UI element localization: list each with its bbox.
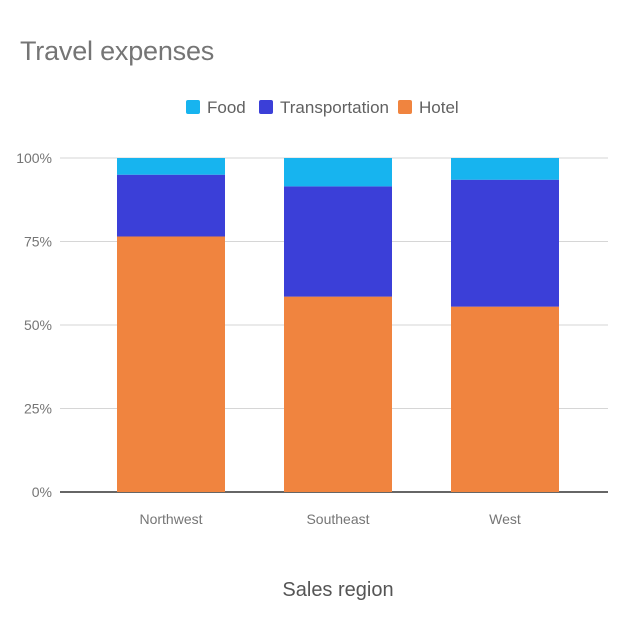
bar-food-northwest [117,158,225,175]
y-tick-label: 75% [24,234,52,250]
x-tick-label: Southeast [306,511,369,527]
bar-hotel-southeast [284,296,392,492]
bar-food-southeast [284,158,392,187]
legend-label-food: Food [207,98,246,117]
bar-transportation-northwest [117,174,225,237]
bar-food-west [451,158,559,180]
y-tick-label: 50% [24,317,52,333]
legend-swatch-hotel [398,100,412,114]
legend-label-hotel: Hotel [419,98,459,117]
y-tick-label: 25% [24,401,52,417]
x-tick-label: Northwest [139,511,202,527]
bar-hotel-west [451,306,559,492]
legend-swatch-food [186,100,200,114]
bar-transportation-west [451,179,559,307]
y-tick-label: 0% [32,484,52,500]
x-axis-title: Sales region [282,579,393,601]
legend-label-transportation: Transportation [280,98,389,117]
bar-hotel-northwest [117,236,225,492]
y-tick-label: 100% [16,150,52,166]
bar-transportation-southeast [284,186,392,297]
legend-swatch-transportation [259,100,273,114]
x-tick-label: West [489,511,521,527]
chart-title: Travel expenses [20,36,215,66]
